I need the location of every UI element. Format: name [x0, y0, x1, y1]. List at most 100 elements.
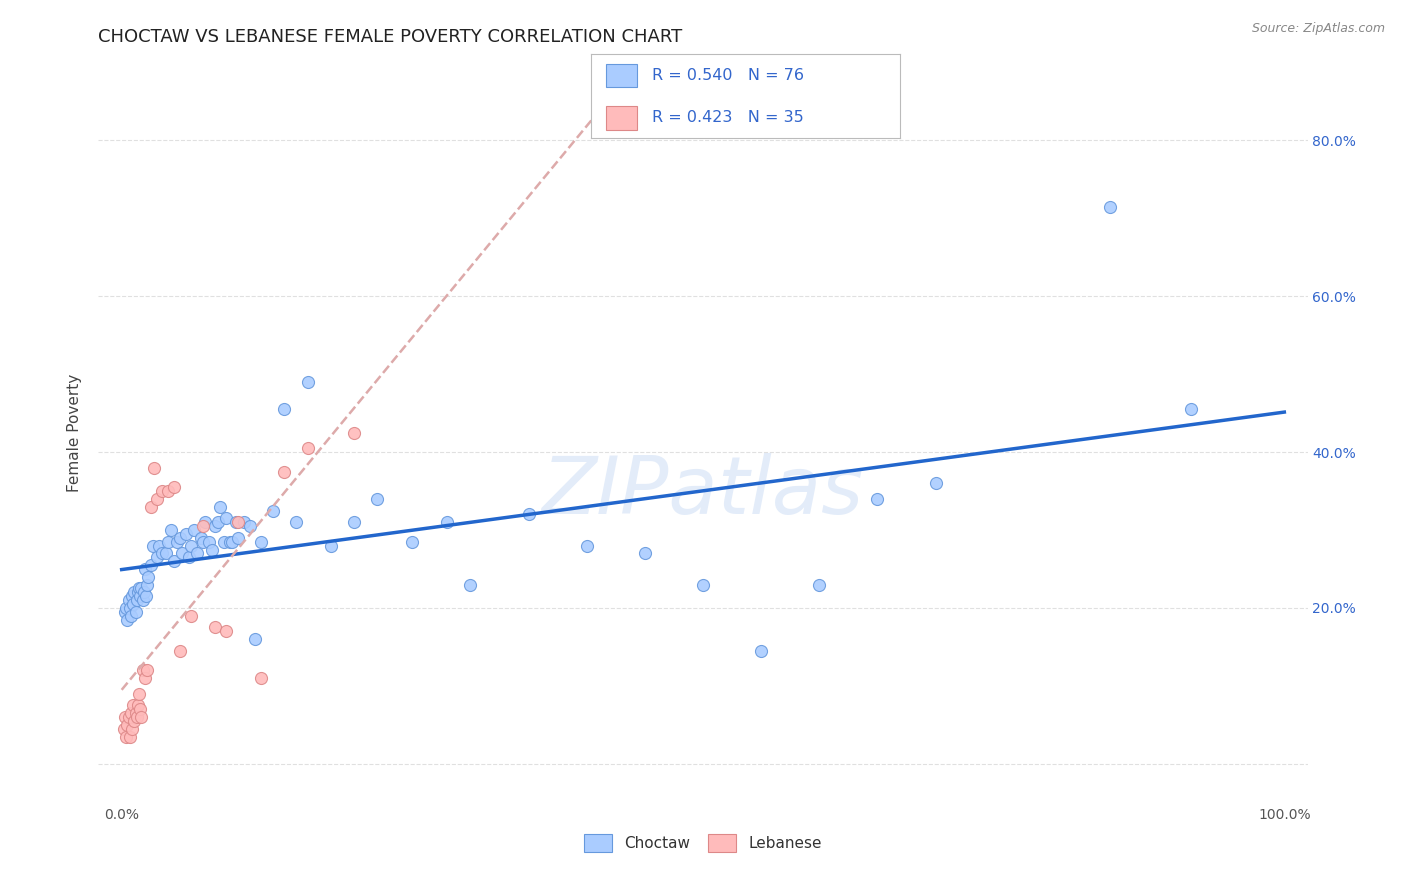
Point — [239, 519, 262, 533]
Point — [198, 534, 221, 549]
Point — [166, 534, 188, 549]
Point — [115, 730, 138, 744]
Point — [118, 593, 141, 607]
Point — [117, 718, 139, 732]
Point — [190, 531, 212, 545]
Point — [226, 515, 249, 529]
Point — [169, 531, 191, 545]
Point — [1180, 402, 1202, 417]
Point — [232, 515, 254, 529]
Point — [172, 546, 194, 560]
Point — [366, 491, 388, 506]
Point — [575, 539, 598, 553]
Point — [139, 500, 162, 514]
Point — [245, 632, 267, 647]
Point — [124, 585, 146, 599]
Point — [118, 730, 141, 744]
Point — [273, 465, 295, 479]
Point — [1098, 200, 1121, 214]
Point — [204, 620, 226, 634]
FancyBboxPatch shape — [606, 63, 637, 87]
Point — [924, 476, 946, 491]
Point — [157, 484, 180, 499]
Point — [131, 593, 153, 607]
Point — [215, 511, 238, 525]
Point — [218, 534, 240, 549]
Y-axis label: Female Poverty: Female Poverty — [67, 374, 83, 491]
Point — [124, 605, 146, 619]
Point — [297, 441, 319, 455]
Point — [142, 539, 165, 553]
Point — [866, 491, 889, 506]
Point — [122, 698, 145, 713]
Point — [207, 515, 229, 529]
Point — [115, 601, 138, 615]
Point — [191, 534, 214, 549]
Point — [297, 375, 319, 389]
Point — [343, 515, 366, 529]
Legend: Choctaw, Lebanese: Choctaw, Lebanese — [578, 829, 828, 858]
Point — [180, 608, 202, 623]
Point — [138, 570, 160, 584]
Point — [131, 710, 153, 724]
Point — [112, 722, 135, 736]
Point — [186, 546, 208, 560]
Point — [179, 550, 201, 565]
Point — [460, 577, 482, 591]
Point — [128, 687, 150, 701]
Point — [191, 519, 214, 533]
FancyBboxPatch shape — [606, 106, 637, 130]
Point — [150, 484, 173, 499]
Point — [120, 608, 142, 623]
Point — [121, 722, 143, 736]
Point — [749, 644, 772, 658]
Point — [121, 589, 143, 603]
Point — [163, 554, 186, 568]
Point — [125, 710, 148, 724]
Point — [127, 698, 149, 713]
Point — [136, 577, 159, 591]
Point — [131, 663, 153, 677]
Point — [139, 558, 162, 573]
Point — [145, 491, 167, 506]
Point — [135, 589, 157, 603]
Point — [215, 624, 238, 639]
Point — [125, 593, 148, 607]
Point — [250, 534, 273, 549]
Point — [120, 706, 142, 721]
Point — [436, 515, 458, 529]
Point — [131, 582, 153, 596]
Point — [118, 601, 141, 615]
Point — [226, 531, 249, 545]
Text: Source: ZipAtlas.com: Source: ZipAtlas.com — [1251, 22, 1385, 36]
Point — [128, 582, 150, 596]
Point — [212, 534, 235, 549]
Point — [148, 539, 170, 553]
Point — [692, 577, 714, 591]
Point — [517, 508, 540, 522]
Point — [124, 714, 146, 728]
Point — [201, 542, 224, 557]
Point — [343, 425, 366, 440]
Point — [319, 539, 342, 553]
Point — [124, 706, 146, 721]
Point — [117, 613, 139, 627]
Point — [183, 523, 205, 537]
Point — [634, 546, 657, 560]
Point — [114, 710, 136, 724]
Point — [134, 671, 156, 685]
Point — [159, 523, 181, 537]
Point — [273, 402, 295, 417]
Text: R = 0.423   N = 35: R = 0.423 N = 35 — [652, 110, 804, 125]
Point — [129, 702, 152, 716]
Point — [145, 550, 167, 565]
Point — [122, 597, 145, 611]
Text: R = 0.540   N = 76: R = 0.540 N = 76 — [652, 68, 804, 83]
Point — [136, 663, 159, 677]
Point — [143, 460, 166, 475]
Point — [180, 539, 202, 553]
Point — [221, 534, 243, 549]
Point — [132, 585, 155, 599]
Point — [285, 515, 308, 529]
Point — [163, 480, 186, 494]
